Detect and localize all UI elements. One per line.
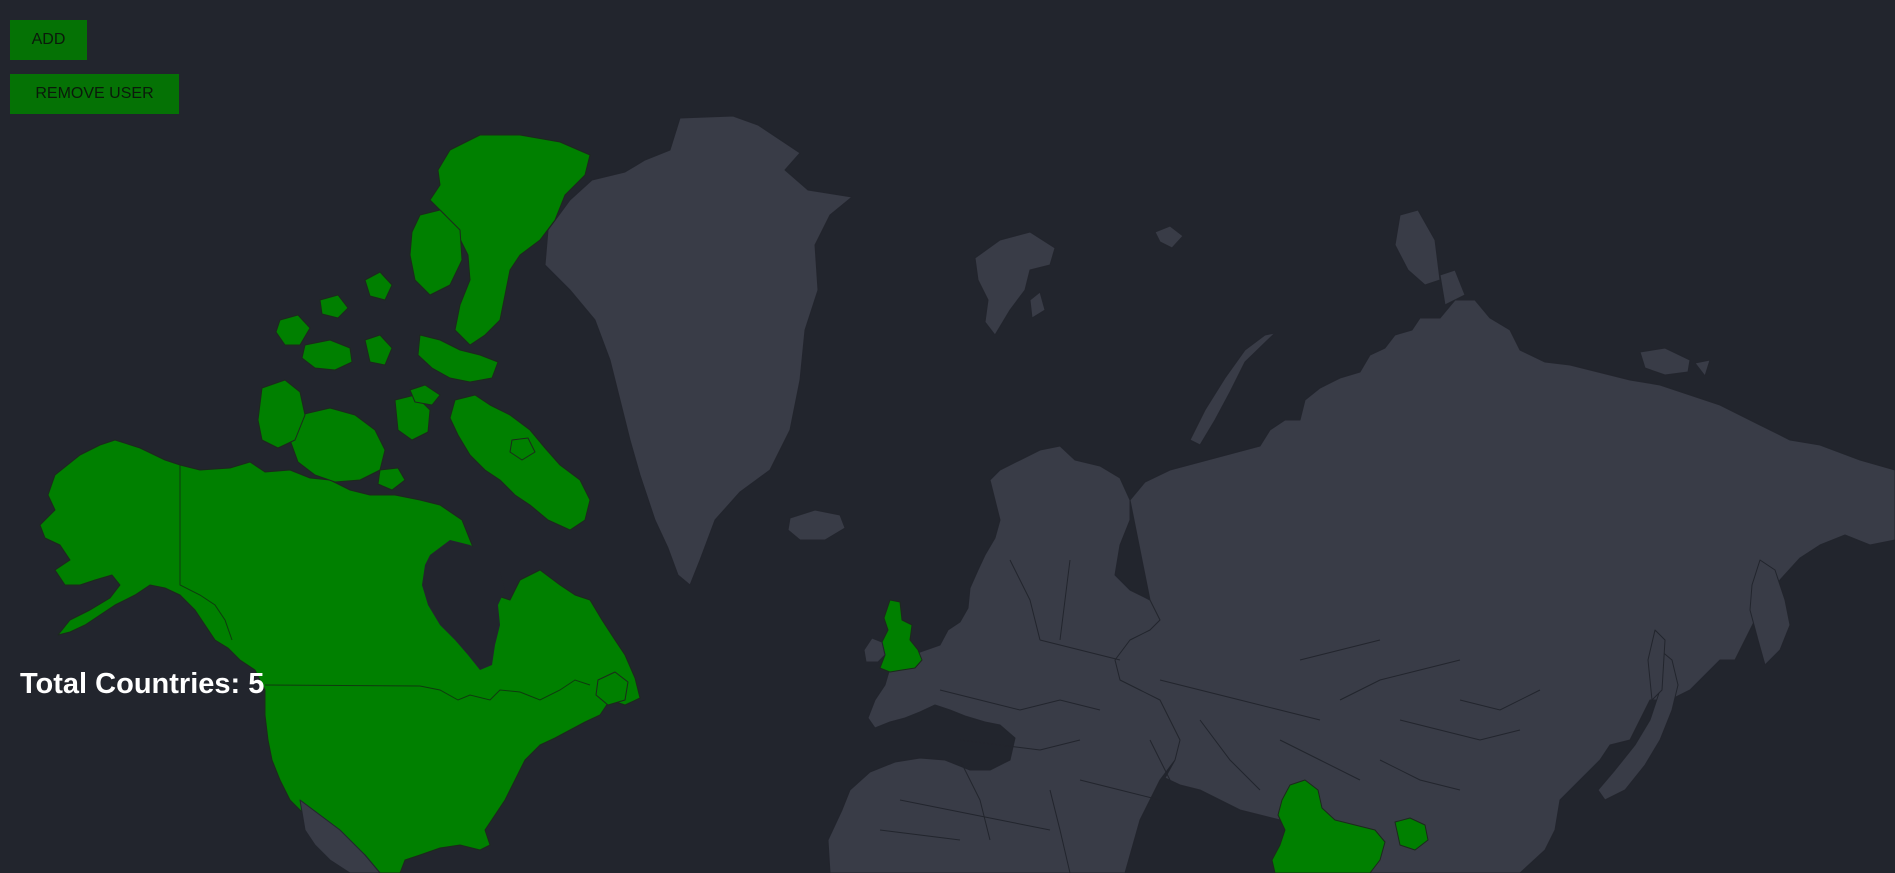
japan[interactable]: [1597, 649, 1679, 801]
devon-island[interactable]: [417, 334, 499, 383]
kamchatka[interactable]: [1749, 559, 1791, 666]
severnaya-zemlya[interactable]: [1394, 209, 1441, 286]
remove-user-button[interactable]: REMOVE USER: [10, 74, 179, 114]
severnaya-zemlya-south[interactable]: [1439, 269, 1466, 306]
sakhalin[interactable]: [1647, 629, 1666, 701]
island-a[interactable]: [275, 314, 311, 346]
novaya-zemlya[interactable]: [1189, 332, 1276, 446]
add-button[interactable]: ADD: [10, 20, 87, 60]
country-borders: [879, 559, 1541, 873]
india[interactable]: [1271, 779, 1386, 873]
alaska-canada-border: [179, 465, 233, 641]
island-c[interactable]: [409, 384, 441, 406]
island-b[interactable]: [364, 334, 393, 366]
total-countries-label: Total Countries: 5: [20, 668, 264, 701]
svalbard-east[interactable]: [1029, 291, 1046, 319]
ireland[interactable]: [863, 637, 886, 663]
baffin-island[interactable]: [449, 394, 591, 531]
eurasia[interactable]: [827, 299, 1895, 873]
mexico[interactable]: [299, 799, 381, 873]
united-kingdom[interactable]: [879, 599, 923, 673]
newfoundland[interactable]: [595, 671, 629, 706]
new-siberian-islands[interactable]: [1639, 347, 1691, 376]
total-countries-prefix: Total Countries:: [20, 668, 249, 700]
victoria-island[interactable]: [289, 407, 386, 483]
svalbard[interactable]: [974, 231, 1056, 336]
island-g[interactable]: [364, 271, 393, 301]
axel-heiberg-island[interactable]: [409, 209, 463, 296]
melville-island[interactable]: [301, 339, 353, 371]
northeast-india[interactable]: [1394, 817, 1429, 851]
island-f[interactable]: [509, 437, 536, 461]
franz-josef-land[interactable]: [1154, 225, 1184, 249]
hudson-bay: [422, 540, 505, 670]
canada-us-border: [264, 679, 591, 701]
total-countries-count: 5: [248, 668, 265, 700]
island-e[interactable]: [319, 294, 349, 319]
banks-island[interactable]: [257, 379, 306, 449]
iceland[interactable]: [787, 509, 846, 541]
island-d[interactable]: [377, 467, 406, 491]
new-siberian-islands-2[interactable]: [1694, 359, 1711, 377]
north-america[interactable]: [39, 439, 641, 873]
